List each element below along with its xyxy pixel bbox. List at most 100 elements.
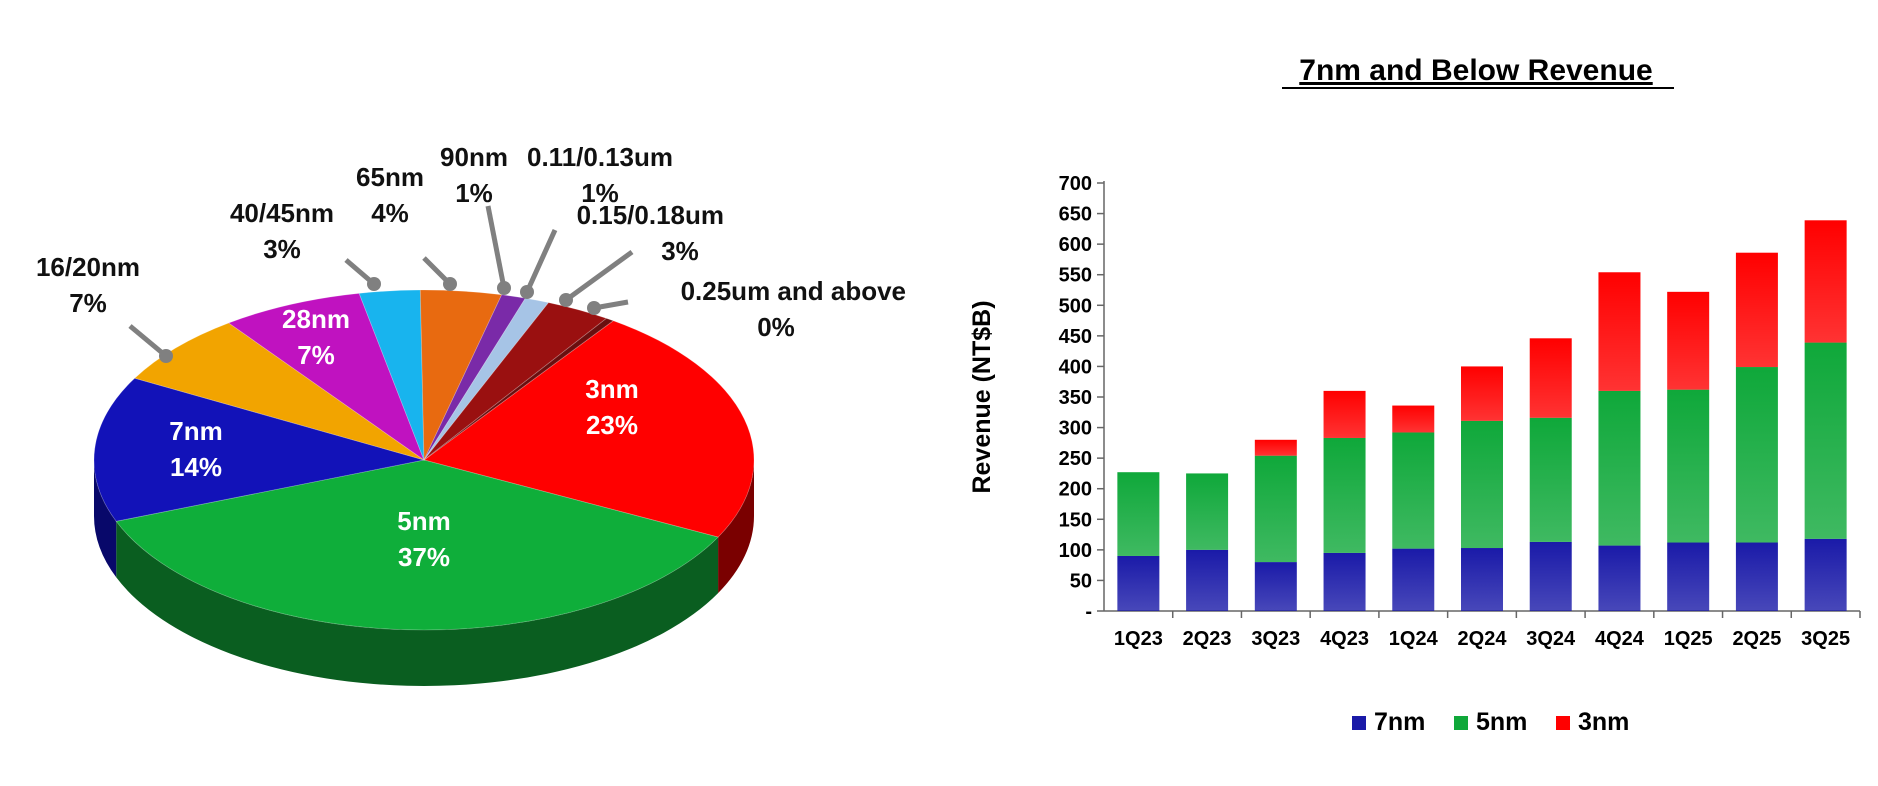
pie-slice-label: 16/20nm <box>36 252 140 282</box>
pie-slice <box>93 377 425 522</box>
bar-segment-5nm <box>1117 472 1160 556</box>
pie-slice-label: 65nm <box>356 162 424 192</box>
y-tick-label: 300 <box>1059 418 1092 440</box>
pie-slice-percent: 1% <box>455 178 493 208</box>
x-tick-label: 3Q24 <box>1526 628 1576 650</box>
bar-segment-5nm <box>1392 432 1435 549</box>
pie-slice-label: 28nm <box>282 304 350 334</box>
x-tick-label: 1Q23 <box>1114 628 1163 650</box>
bar-segment-3nm <box>1392 405 1435 433</box>
pie-slice-percent: 3% <box>263 234 301 264</box>
bar-segment-7nm <box>1186 549 1229 611</box>
legend-swatch <box>1352 716 1366 730</box>
bar-segment-7nm <box>1461 548 1503 611</box>
y-tick-label: 700 <box>1059 173 1092 195</box>
pie-leader-dot <box>559 293 573 307</box>
y-tick-label: 250 <box>1059 448 1092 470</box>
pie-slice-side <box>94 460 117 578</box>
x-tick-label: 3Q23 <box>1251 628 1300 650</box>
bar-segment-5nm <box>1598 390 1641 546</box>
pie-slice <box>358 289 425 461</box>
bar-segment-5nm <box>1323 437 1366 553</box>
chart-title: 7nm and Below Revenue <box>1299 54 1652 87</box>
pie-leader-line <box>524 228 558 294</box>
y-tick-label: 400 <box>1059 356 1092 378</box>
bar-segment-3nm <box>1598 272 1641 391</box>
y-tick-label: - <box>1085 601 1092 623</box>
bar-segment-3nm <box>1461 366 1503 421</box>
pie-slice <box>423 302 608 461</box>
pie-slice-label: 0.11/0.13um <box>527 142 673 172</box>
y-tick-label: 100 <box>1059 540 1092 562</box>
y-tick-label: 500 <box>1059 295 1092 317</box>
pie-slice-label: 0.15/0.18um <box>577 200 724 230</box>
x-tick-label: 2Q24 <box>1458 628 1508 650</box>
bar-segment-7nm <box>1667 542 1710 611</box>
bar-segment-7nm <box>1529 541 1572 611</box>
bar-segment-3nm <box>1735 252 1778 368</box>
pie-slice-percent: 14% <box>170 452 222 482</box>
pie-leader-line <box>485 205 507 289</box>
pie-slice-label: 5nm <box>397 506 450 536</box>
bar-segment-3nm <box>1323 390 1366 438</box>
bar-segment-7nm <box>1117 555 1160 611</box>
y-tick-label: 550 <box>1059 265 1092 287</box>
x-tick-label: 3Q25 <box>1801 628 1850 650</box>
pie-slice-label: 90nm <box>440 142 508 172</box>
pie-slice-label: 40/45nm <box>230 198 334 228</box>
pie-slice <box>419 289 503 461</box>
pie-slice <box>133 322 425 461</box>
y-tick-label: 200 <box>1059 479 1092 501</box>
bar-segment-3nm <box>1254 439 1297 456</box>
x-tick-label: 4Q24 <box>1595 628 1645 650</box>
legend-label: 7nm <box>1374 708 1425 736</box>
pie-slice-percent: 23% <box>586 410 638 440</box>
legend-label: 3nm <box>1578 708 1629 736</box>
bar-segment-5nm <box>1804 342 1847 539</box>
pie-slice-label: 3nm <box>585 374 638 404</box>
pie-slice-percent: 0% <box>757 312 795 342</box>
pie-slice-percent: 1% <box>581 178 619 208</box>
y-tick-label: 50 <box>1070 570 1092 592</box>
bar-segment-7nm <box>1804 538 1847 611</box>
legend-swatch <box>1454 716 1468 730</box>
bar-segment-7nm <box>1392 548 1435 611</box>
pie-leader-dot <box>497 281 511 295</box>
legend-swatch <box>1556 716 1570 730</box>
bar-segment-5nm <box>1254 455 1297 563</box>
x-tick-label: 2Q25 <box>1732 628 1781 650</box>
bar-segment-5nm <box>1461 420 1503 549</box>
x-tick-label: 1Q25 <box>1664 628 1713 650</box>
x-tick-label: 4Q23 <box>1320 628 1369 650</box>
pie-slice-side <box>116 521 719 687</box>
pie-chart: 3nm 23% 5nm 37% 7nm 14% 16/20nm 7% 28nm 7% 40/45nm… <box>36 142 906 687</box>
bar-segment-7nm <box>1735 542 1778 611</box>
pie-slice-percent: 7% <box>297 340 335 370</box>
pie-slice-label: 0.25um and above <box>681 276 906 306</box>
pie-leader-line <box>564 249 634 303</box>
bar-segment-3nm <box>1804 220 1847 343</box>
pie-slice-percent: 7% <box>69 288 107 318</box>
pie-slice <box>423 317 615 461</box>
x-tick-label: 1Q24 <box>1389 628 1439 650</box>
pie-slice-percent: 3% <box>661 236 699 266</box>
pie-slice <box>423 320 755 538</box>
x-tick-label: 2Q23 <box>1183 628 1232 650</box>
bar-segment-5nm <box>1735 367 1778 543</box>
bar-segment-7nm <box>1254 562 1297 611</box>
bar-segment-7nm <box>1323 552 1366 611</box>
bar-segment-5nm <box>1186 473 1229 550</box>
pie-slice-percent: 4% <box>371 198 409 228</box>
pie-slice-percent: 37% <box>398 542 450 572</box>
pie-slice-label: 7nm <box>169 416 222 446</box>
pie-leader-line <box>128 324 168 358</box>
pie-slice <box>115 459 719 631</box>
y-tick-label: 600 <box>1059 234 1092 256</box>
y-tick-label: 350 <box>1059 387 1092 409</box>
bar-segment-3nm <box>1529 338 1572 418</box>
y-axis-label: Revenue (NT$B) <box>968 300 996 493</box>
pie-slice-side <box>718 460 754 594</box>
y-tick-label: 450 <box>1059 326 1092 348</box>
pie-leader-dot <box>443 277 457 291</box>
